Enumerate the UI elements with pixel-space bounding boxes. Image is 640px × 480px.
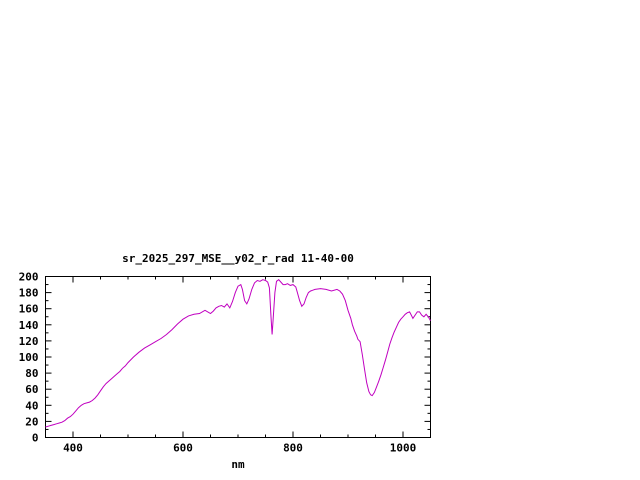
y-tick-label: 0: [32, 432, 39, 445]
x-tick-label: 800: [283, 442, 303, 455]
y-tick-label: 100: [19, 351, 39, 364]
data-line: [45, 279, 431, 428]
y-tick-label: 40: [25, 399, 38, 412]
y-tick-label: 140: [19, 319, 39, 332]
y-tick-label: 200: [19, 271, 39, 284]
x-tick-label: 600: [173, 442, 193, 455]
x-axis-label: nm: [231, 458, 245, 471]
x-tick-label: 400: [63, 442, 83, 455]
chart-title: sr_2025_297_MSE__y02_r_rad 11-40-00: [122, 252, 354, 265]
plot-border: [45, 276, 431, 438]
x-tick-label: 1000: [390, 442, 417, 455]
y-tick-label: 160: [19, 303, 39, 316]
y-tick-label: 120: [19, 335, 39, 348]
y-tick-label: 60: [25, 383, 38, 396]
y-tick-label: 20: [25, 415, 38, 428]
y-tick-label: 180: [19, 287, 39, 300]
y-tick-label: 80: [25, 367, 38, 380]
